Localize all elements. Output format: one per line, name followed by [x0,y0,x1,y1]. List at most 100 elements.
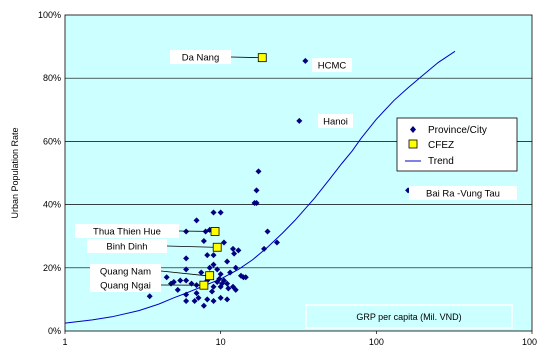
annotation-label: Bai Ra -Vung Tau [426,189,500,200]
annotation-box [409,186,517,200]
province-point [220,239,227,246]
province-point [229,245,236,252]
legend-square-marker [408,139,418,149]
province-point [210,283,217,290]
y-tick-label: 80% [43,73,61,83]
province-point [183,297,190,304]
province-point [210,209,217,216]
x-tick-label: 1 [62,337,67,347]
province-point [255,168,262,175]
province-point [235,247,242,254]
province-point [198,269,205,276]
province-point [210,261,217,268]
province-point [177,277,184,284]
annotation-label: Thua Thien Hue [93,227,161,238]
cfez-point [212,242,222,252]
province-point [210,252,217,259]
province-point [193,290,200,297]
trend-line [64,50,456,324]
cfez-point [257,53,267,63]
province-point [273,239,280,246]
province-point [253,200,260,207]
province-point [264,228,271,235]
x-axis-label: GRP per capita (Mil. VND) [356,312,461,322]
province-point [231,250,238,257]
annotation-leader [230,56,259,59]
annotation-label: HCMC [318,61,347,72]
province-point [224,296,231,303]
province-point [183,266,190,273]
cfez-point [205,271,215,281]
annotation-layer: Da Nang HCMC Hanoi Bai Ra -Vung Tau Thua Thi… [75,50,517,292]
annotation-label: Hanoi [323,117,348,128]
province-point [200,237,207,244]
province-point [219,280,226,287]
province-point [217,271,224,278]
y-tick-label: 100% [38,10,61,20]
legend-entry-trend: Trend [428,156,454,167]
annotation-box [318,114,353,128]
province-point [193,217,200,224]
province-point [204,252,211,259]
y-axis-label: Urban Population Rate [10,127,20,218]
province-point [253,187,260,194]
y-tick-label: 20% [43,263,61,273]
annotation-box [90,264,161,278]
annotation-box [312,58,352,72]
x-tick-label: 100 [369,337,384,347]
province-point [216,275,223,282]
annotation-box [87,239,167,253]
y-tick-label: 0% [48,326,61,336]
annotation-box [75,224,179,238]
annotation-label: Binh Dinh [106,242,147,253]
province-point [146,293,153,300]
province-point [183,291,190,298]
province-point [302,57,309,64]
annotation-label: Quang Nam [100,267,151,278]
x-tick-label: 10 [216,337,226,347]
annotation-box [170,50,231,64]
province-point [296,117,303,124]
trend-layer [64,50,456,324]
x-axis-label-box: GRP per capita (Mil. VND) [305,304,513,329]
y-tick-label: 40% [43,200,61,210]
province-point [174,286,181,293]
province-point [209,288,216,295]
x-tick-label: 1000 [522,337,537,347]
annotation-label: Quang Ngai [100,281,151,292]
province-point [242,274,249,281]
province-point [217,209,224,216]
province-point [183,277,190,284]
province-point [217,294,224,301]
province-point [261,245,268,252]
annotation-box [90,278,161,292]
province-point [224,280,231,287]
province-point [191,297,198,304]
province-point [204,296,211,303]
province-point [227,269,234,276]
province-point [214,266,221,273]
province-point [163,274,170,281]
province-point [225,285,232,292]
legend-diamond-marker [410,126,416,133]
legend-entry-province: Province/City [428,125,487,136]
province-point [195,294,202,301]
cfez-point [210,227,220,236]
annotation-leader [160,270,206,277]
province-point [224,258,231,265]
legend-entry-cfez: CFEZ [428,140,454,151]
legend: Province/City CFEZ Trend [396,117,518,172]
province-point [210,297,217,304]
y-tick-label: 60% [43,136,61,146]
province-point [200,302,207,309]
province-point [232,286,239,293]
province-point [183,255,190,262]
tick-labels: 0% 20% 40% 60% 80% 100% 1 10 100 1000 [38,10,537,347]
annotation-leader [166,245,214,248]
province-point [232,264,239,271]
cfez-point [199,280,209,290]
annotation-label: Da Nang [182,53,220,64]
province-point [206,264,213,271]
points-layer [146,57,412,309]
